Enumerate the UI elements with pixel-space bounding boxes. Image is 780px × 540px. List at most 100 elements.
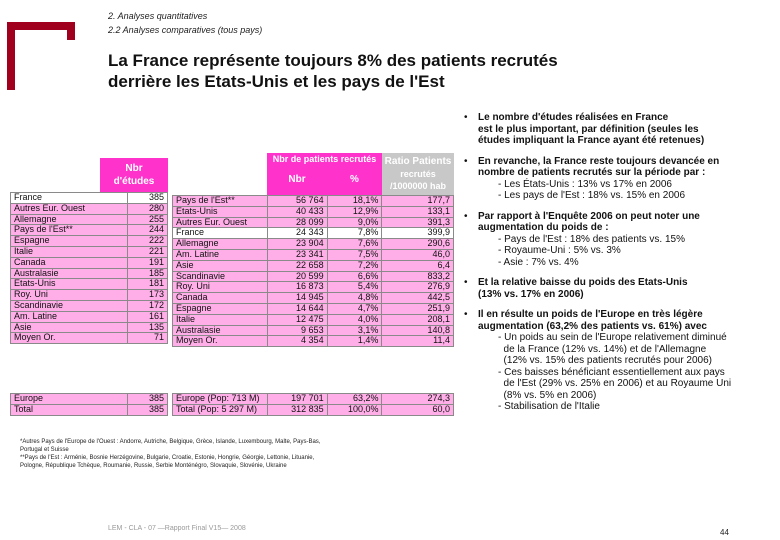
table-row: Europe 385: [9, 393, 168, 405]
studies-cell: 385: [127, 192, 168, 204]
bullet-dot: •: [464, 155, 468, 167]
country-cell: Italie: [9, 245, 129, 258]
country-cell: Scandinavie: [172, 270, 268, 283]
ratio-cell: 391,3: [381, 216, 454, 229]
table-row: Espagne 14 644 4,7% 251,9: [172, 302, 454, 315]
patients-header-pct: %: [327, 165, 382, 195]
bullet-text: (13% vs. 17% en 2006): [478, 288, 584, 300]
country-cell: France: [9, 192, 129, 204]
country-cell: Europe: [9, 393, 129, 405]
percent-cell: 63,2%: [326, 393, 383, 405]
bullet-text: Le nombre d'études réalisées en France: [478, 112, 669, 123]
bullet-text: études impliquant la France ayant été re…: [478, 135, 705, 146]
bullet-text: est le plus important, par définition (s…: [478, 123, 699, 135]
page-number: 44: [720, 528, 729, 537]
studies-cell: 172: [127, 299, 168, 312]
breadcrumb-section: 2. Analyses quantitatives: [108, 11, 208, 21]
percent-cell: 7,5%: [326, 248, 383, 261]
country-cell: Total: [9, 403, 129, 416]
country-cell: Moyen Or.: [172, 335, 268, 348]
bullet-subitem: - Pays de l'Est : 18% des patients vs. 1…: [498, 233, 686, 245]
ratio-cell: 60,0: [381, 403, 454, 416]
patients-totals-table: Europe (Pop: 713 M) 197 701 63,2% 274,3 Tota…: [172, 393, 454, 416]
ratio-cell: 833,2: [381, 270, 454, 283]
country-cell: Allemagne: [172, 238, 268, 250]
bullet-subitem: - Ces baisses bénéficiant essentiellemen…: [498, 366, 725, 378]
country-cell: Etats-Unis: [172, 205, 268, 218]
patients-cell: 4 354: [266, 335, 328, 348]
table-row: Am. Latine 23 341 7,5% 46,0: [172, 248, 454, 261]
bullet-subitem: - Royaume-Uni : 5% vs. 3%: [498, 245, 621, 256]
patients-cell: 14 945: [266, 292, 328, 304]
country-cell: Asie: [172, 259, 268, 272]
studies-cell: 173: [127, 289, 168, 301]
table-row: Canada 191: [9, 256, 168, 269]
ratio-cell: 46,0: [381, 248, 454, 261]
footnotes: *Autres Pays de l'Europe de l'Ouest : An…: [20, 439, 321, 469]
country-cell: Roy. Uni: [172, 281, 268, 294]
table-row: Canada 14 945 4,8% 442,5: [172, 292, 454, 304]
studies-cell: 181: [127, 278, 168, 291]
percent-cell: 7,8%: [326, 227, 383, 240]
studies-cell: 71: [127, 332, 168, 345]
patients-cell: 56 764: [266, 195, 328, 207]
country-cell: Canada: [9, 256, 129, 269]
bullet-subitem: (8% vs. 5% en 2006): [498, 389, 597, 401]
bullet-text: En revanche, la France reste toujours de…: [478, 155, 720, 167]
bullet-subitem: - Un poids au sein de l'Europe relativem…: [498, 332, 727, 343]
table-row: France 385: [9, 192, 168, 204]
country-cell: Am. Latine: [172, 248, 268, 261]
ratio-cell: 276,9: [381, 281, 454, 294]
table-row: Autres Eur. Ouest 28 099 9,0% 391,3: [172, 216, 454, 229]
breadcrumb-subsection: 2.2 Analyses comparatives (tous pays): [108, 25, 263, 35]
bullet-item: • En revanche, la France reste toujours d…: [462, 156, 774, 202]
studies-header: Nbr d'études: [100, 158, 168, 192]
patients-cell: 12 475: [266, 313, 328, 326]
table-row: Australasie 9 653 3,1% 140,8: [172, 324, 454, 337]
country-cell: Etats-Unis: [9, 278, 129, 291]
ratio-cell: 399,9: [381, 227, 454, 240]
patients-cell: 23 341: [266, 248, 328, 261]
table-row: France 24 343 7,8% 399,9: [172, 227, 454, 240]
table-row: Asie 22 658 7,2% 6,4: [172, 259, 454, 272]
table-row: Australasie 185: [9, 267, 168, 280]
patients-cell: 40 433: [266, 205, 328, 218]
table-row: Roy. Uni 16 873 5,4% 276,9: [172, 281, 454, 294]
country-cell: Am. Latine: [9, 310, 129, 323]
country-cell: Roy. Uni: [9, 289, 129, 301]
bullet-dot: •: [464, 277, 468, 288]
bullet-text: Par rapport à l'Enquête 2006 on peut not…: [478, 210, 700, 222]
table-row: Total (Pop: 5 297 M) 312 835 100,0% 60,0: [172, 403, 454, 416]
bullet-subitem: (12% vs. 15% des patients recrutés pour …: [498, 355, 713, 366]
logo-icon: [7, 22, 75, 90]
country-cell: Espagne: [9, 235, 129, 247]
bullet-subitem: - Asie : 7% vs. 4%: [498, 256, 579, 268]
ratio-cell: 133,1: [381, 205, 454, 218]
country-cell: Scandinavie: [9, 299, 129, 312]
table-row: Autres Eur. Ouest 280: [9, 202, 168, 215]
table-row: Scandinavie 172: [9, 299, 168, 312]
table-row: Scandinavie 20 599 6,6% 833,2: [172, 270, 454, 283]
table-row: Pays de l'Est** 244: [9, 224, 168, 237]
bullet-text: Il en résulte un poids de l'Europe en tr…: [478, 309, 703, 320]
table-row: Espagne 222: [9, 235, 168, 247]
ratio-cell: 274,3: [381, 393, 454, 405]
country-cell: Australasie: [9, 267, 129, 280]
country-cell: Europe (Pop: 713 M): [172, 393, 268, 405]
studies-cell: 385: [127, 393, 168, 405]
table-row: Allemagne 23 904 7,6% 290,6: [172, 238, 454, 250]
patients-cell: 14 644: [266, 302, 328, 315]
table-row: Am. Latine 161: [9, 310, 168, 323]
ratio-cell: 6,4: [381, 259, 454, 272]
country-cell: Pays de l'Est**: [9, 224, 129, 237]
country-cell: Asie: [9, 321, 129, 334]
table-row: Roy. Uni 173: [9, 289, 168, 301]
percent-cell: 18,1%: [326, 195, 383, 207]
footer-text: LEM - CLA - 07 —Rapport Final V15— 2008: [108, 525, 246, 532]
studies-cell: 385: [127, 403, 168, 416]
ratio-cell: 442,5: [381, 292, 454, 304]
bullet-dot: •: [464, 309, 468, 320]
ratio-cell: 11,4: [381, 335, 454, 348]
bullet-item: • Par rapport à l'Enquête 2006 on peut no…: [462, 211, 774, 269]
percent-cell: 100,0%: [326, 403, 383, 416]
